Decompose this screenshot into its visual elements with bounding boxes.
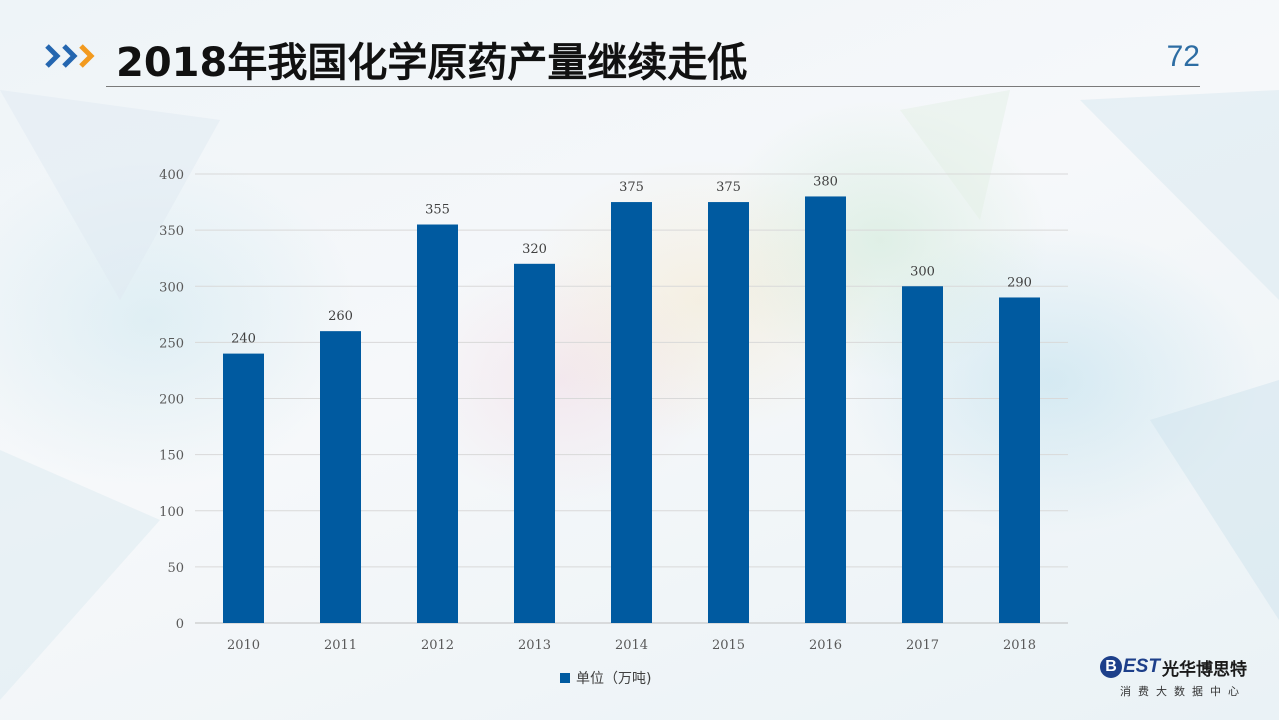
logo-mark: B [1100,656,1122,678]
bar-2015 [708,202,749,623]
data-label-2013: 320 [522,242,547,257]
x-tick-label-2014: 2014 [615,638,648,653]
y-tick-label-350: 350 [159,224,184,239]
header-arrows-icon [45,44,95,68]
y-tick-label-250: 250 [159,336,184,351]
bar-2011 [320,331,361,623]
y-tick-label-400: 400 [159,168,184,183]
bar-2016 [805,196,846,623]
bar-2017 [902,286,943,623]
x-tick-label-2017: 2017 [906,638,939,653]
bar-2013 [514,263,555,623]
logo-name: 光华博思特 [1161,659,1247,680]
header-divider [106,86,1200,87]
x-tick-label-2010: 2010 [227,638,260,653]
y-tick-label-300: 300 [159,280,184,295]
data-label-2010: 240 [231,332,256,347]
x-tick-label-2012: 2012 [421,638,454,653]
y-tick-label-100: 100 [159,505,184,520]
y-tick-label-0: 0 [176,617,184,632]
x-tick-label-2015: 2015 [712,638,745,653]
x-tick-label-2018: 2018 [1003,638,1036,653]
data-label-2011: 260 [328,309,353,324]
page-title: 2018年我国化学原药产量继续走低 [116,40,748,86]
logo-subtitle: 消费大数据中心 [1120,685,1246,698]
x-tick-label-2011: 2011 [324,638,357,653]
legend-swatch [560,673,570,683]
y-tick-label-50: 50 [167,561,184,576]
y-tick-label-200: 200 [159,393,184,408]
data-label-2017: 300 [910,264,935,279]
x-axis-ticks: 2010 2011 2012 2013 2014 2015 2016 2017 2018 [227,638,1036,653]
bar-2010 [223,353,264,623]
chart-legend: 单位（万吨) [560,668,651,688]
y-tick-label-150: 150 [159,449,184,464]
logo-brand: EST [1123,656,1160,677]
x-tick-label-2013: 2013 [518,638,551,653]
data-label-2016: 380 [813,174,838,189]
chart-bars [223,196,1040,623]
bar-2014 [611,202,652,623]
data-label-2012: 355 [425,203,450,218]
x-tick-label-2016: 2016 [809,638,842,653]
page-number: 72 [1166,40,1200,73]
data-label-2015: 375 [716,180,741,195]
bar-2018 [999,297,1040,623]
data-label-2014: 375 [619,180,644,195]
company-logo: B EST 光华博思特 消费大数据中心 [1100,654,1265,702]
data-label-2018: 290 [1007,275,1032,290]
data-labels: 240 260 355 320 375 375 380 300 290 [231,174,1032,346]
y-axis-ticks: 0 50 100 150 200 250 300 350 400 [159,168,184,632]
bar-2012 [417,224,458,623]
legend-label: 单位（万吨) [576,671,652,687]
